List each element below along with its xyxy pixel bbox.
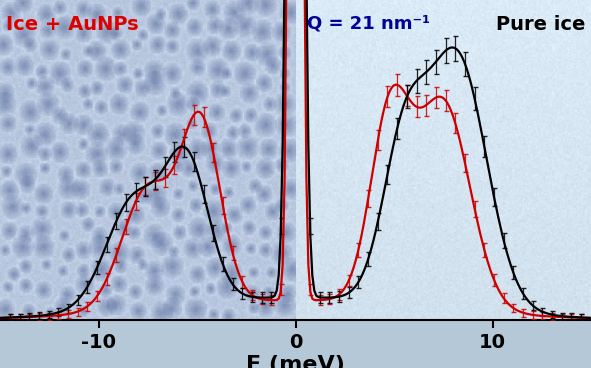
Text: Q = 21 nm⁻¹: Q = 21 nm⁻¹ — [307, 15, 430, 33]
Text: Ice + AuNPs: Ice + AuNPs — [6, 15, 138, 34]
X-axis label: E (meV): E (meV) — [246, 355, 345, 368]
Text: Pure ice: Pure ice — [496, 15, 585, 34]
